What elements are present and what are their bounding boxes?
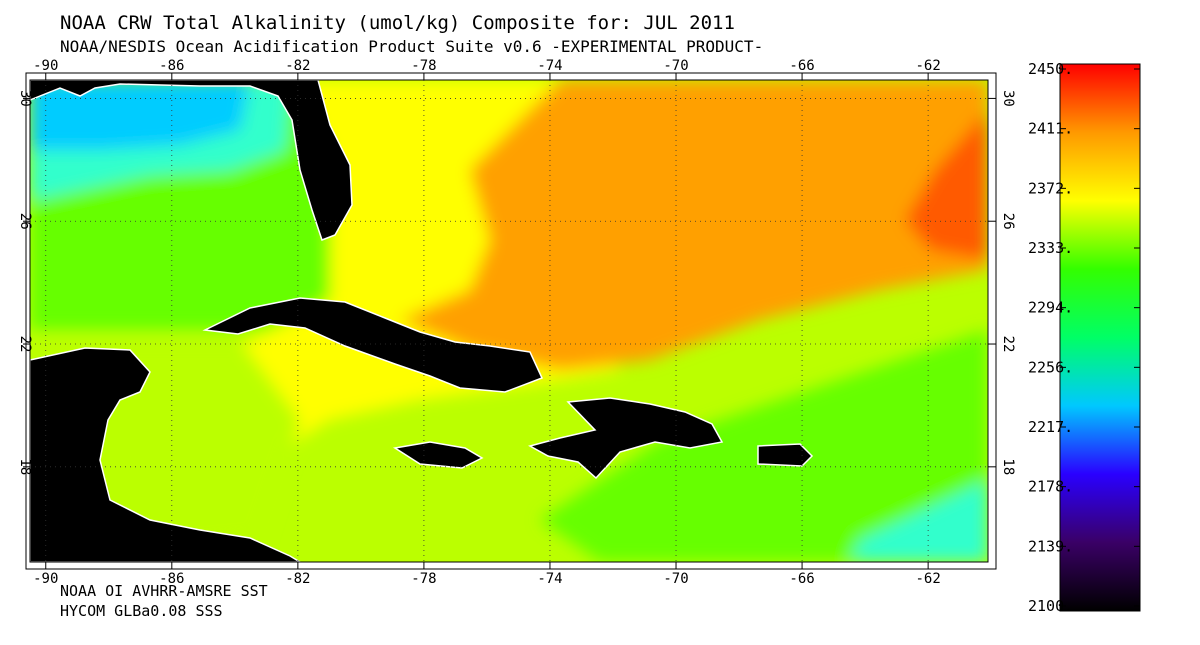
lat-tick-label-left: 18 [17,458,33,475]
lon-tick-label-top: -66 [789,58,814,74]
data-source-sss: HYCOM GLBa0.08 SSS [60,602,223,620]
lon-tick-label-top: -74 [537,58,562,74]
jamaica-landmass [392,441,484,469]
southeast-cyan-zone [850,480,988,562]
colorbar-tick-label: 2411. [1028,120,1073,138]
lon-tick-label-bottom: -78 [411,571,436,587]
longitude-ticks-bottom: -90 -86 -82 -78 -74 -70 -66 -62 [33,562,941,587]
data-source-sst: NOAA OI AVHRR-AMSRE SST [60,582,268,600]
map-subtitle: NOAA/NESDIS Ocean Acidification Product … [60,37,764,56]
lon-tick-label-top: -62 [915,58,940,74]
colorbar-tick-label: 2100. [1028,597,1073,615]
lon-tick-label-top: -82 [285,58,310,74]
atlantic-high-alkalinity-zone [400,80,988,370]
gulf-low-alkalinity-zone [30,80,250,150]
map-title: NOAA CRW Total Alkalinity (umol/kg) Comp… [60,12,735,34]
colorbar-labels: 2450. 2411. 2372. 2333. 2294. 2256. 2217. 2178.… [1028,60,1140,615]
lon-tick-label-bottom: -74 [537,571,562,587]
lat-tick-label-left: 22 [17,336,33,353]
lon-tick-label-top: -70 [663,58,688,74]
lat-tick-label-right: 26 [1000,213,1016,230]
lon-tick-label-bottom: -90 [33,571,58,587]
puerto-rico-landmass [757,443,814,467]
lat-tick-label-right: 18 [1000,458,1016,475]
florida-landmass [30,80,353,241]
lon-tick-label-bottom: -70 [663,571,688,587]
colorbar-tick-label: 2139. [1028,537,1073,555]
cuba-landmass [202,297,544,393]
lat-tick-label-right: 30 [1000,90,1016,107]
graticule-grid [30,80,988,562]
lon-tick-label-bottom: -66 [789,571,814,587]
lat-tick-label-right: 22 [1000,336,1016,353]
land-masses [30,80,814,562]
lat-tick-label-left: 26 [17,213,33,230]
colorbar-scale [1059,63,1141,612]
atlantic-peak-zone [905,110,988,260]
lon-tick-label-bottom: -82 [285,571,310,587]
colorbar-tick-label: 2333. [1028,239,1073,257]
colorbar: 2450. 2411. 2372. 2333. 2294. 2256. 2217. 2178.… [1028,60,1141,615]
longitude-ticks-top: -90 -86 -82 -78 -74 -70 -66 -62 [33,58,941,80]
lon-tick-label-top: -90 [33,58,58,74]
lat-tick-label-left: 30 [17,90,33,107]
latitude-ticks-right: 30 26 22 18 [988,90,1016,475]
colorbar-tick-label: 2372. [1028,179,1073,197]
colorbar-tick-label: 2178. [1028,478,1073,496]
alkalinity-field [30,80,988,562]
latitude-ticks-left: 30 26 22 18 [17,90,33,475]
lon-tick-label-bottom: -86 [159,571,184,587]
lon-tick-label-top: -86 [159,58,184,74]
colorbar-tick-label: 2256. [1028,358,1073,376]
colorbar-tick-label: 2217. [1028,418,1073,436]
colorbar-tick-label: 2450. [1028,60,1073,78]
colorbar-tick-label: 2294. [1028,299,1073,317]
map-frame [25,72,997,570]
hispaniola-landmass [528,397,724,480]
lon-tick-label-bottom: -62 [915,571,940,587]
yucatan-central-america-landmass [30,347,302,562]
lon-tick-label-top: -78 [411,58,436,74]
